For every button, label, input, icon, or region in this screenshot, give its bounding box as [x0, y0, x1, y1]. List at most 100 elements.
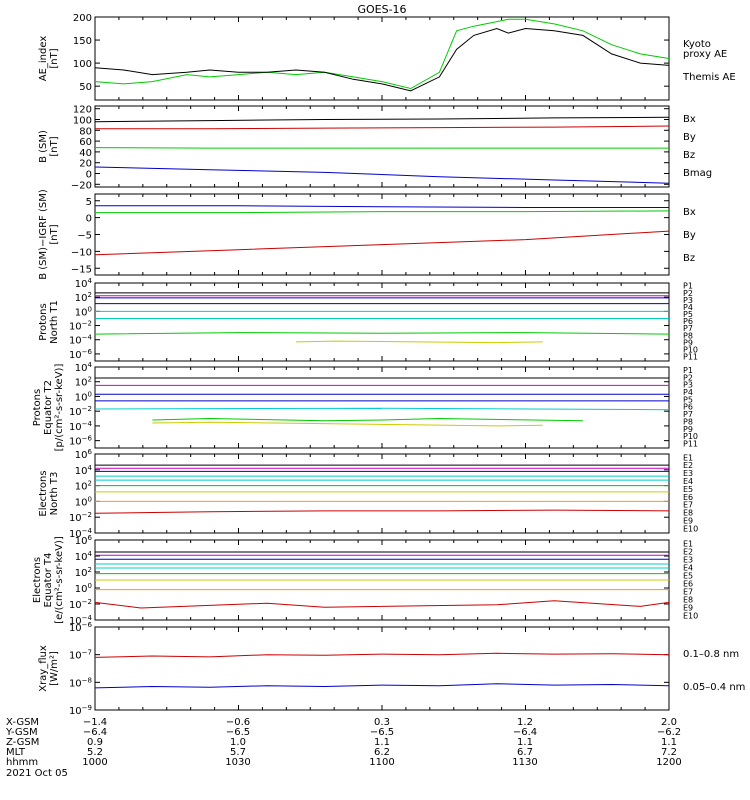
y-tick-label: 106	[75, 534, 93, 547]
series-line-00504nm	[94, 683, 670, 689]
legend-item: proxy AE	[683, 49, 727, 60]
y-tick-label: 102	[75, 291, 92, 304]
y-axis-label: B (SM)−IGRF (SM)	[38, 189, 49, 280]
y-tick-label: 102	[75, 480, 92, 493]
legend-item: E4	[683, 477, 693, 486]
legend-item: P4	[683, 388, 693, 397]
y-axis-label: North T3	[49, 472, 60, 516]
legend-item: P11	[683, 440, 698, 449]
y-tick-label: 10−4	[69, 614, 93, 627]
footer-value: 1100	[369, 757, 394, 768]
panel-8: 10−6 10−7 10−8 10−9 Xray_flux [W/m²] 0.1–0.8 n…	[38, 621, 745, 717]
series-line-themisae	[94, 27, 670, 92]
y-tick-label: 10−2	[69, 320, 92, 333]
legend-item: P11	[683, 353, 698, 362]
panel-frame	[94, 16, 670, 101]
legend-item: P9	[683, 425, 693, 434]
y-tick-label: 40	[79, 148, 92, 159]
panel-frame	[94, 453, 670, 534]
legend-item: P1	[683, 282, 693, 291]
footer-value: 5.2	[87, 747, 103, 758]
y-tick-label: 0	[86, 170, 92, 181]
y-axis-label: [p/(cm²-s-sr-keV)]	[54, 364, 65, 452]
legend-item: P10	[683, 345, 698, 354]
footer-row-label: hhmm	[6, 757, 38, 768]
y-tick-label: 10−8	[69, 676, 92, 689]
legend-item: P6	[683, 317, 693, 326]
y-axis-label: Protons	[38, 303, 49, 340]
legend-item: By	[683, 230, 696, 241]
legend-item: Bz	[683, 150, 695, 161]
footer-value: 1.2	[517, 717, 533, 728]
legend-item: Bx	[683, 114, 696, 125]
series-line-0108nm	[94, 652, 670, 658]
footer-value: −6.5	[370, 727, 394, 738]
legend-item: P3	[683, 381, 693, 390]
y-tick-label: −10	[71, 247, 92, 258]
y-tick-label: 10−7	[69, 649, 92, 662]
legend-item: P8	[683, 331, 693, 340]
legend-item: P2	[683, 373, 693, 382]
y-tick-label: 50	[79, 82, 92, 93]
footer-row-label: Y-GSM	[5, 727, 38, 738]
y-tick-label: 150	[73, 36, 92, 47]
y-tick-label: 106	[75, 448, 93, 461]
legend-item: 0.1–0.8 nm	[683, 649, 739, 660]
legend-item: E6	[683, 579, 693, 588]
panel-3: 5 0 −5 −10 −15 B (SM)−IGRF (SM) [nT] Bx By Bz	[38, 189, 696, 280]
footer-value: 1.0	[230, 737, 246, 748]
y-tick-label: 100	[75, 305, 92, 318]
legend-item: Themis AE	[682, 72, 736, 83]
footer-value: 1.1	[661, 737, 677, 748]
footer-value: −6.4	[513, 727, 537, 738]
legend-item: P10	[683, 432, 698, 441]
series-line-bz	[95, 125, 670, 130]
series-line-p5	[94, 407, 670, 411]
chart-title: GOES-16	[357, 3, 406, 16]
y-tick-label: 102	[75, 376, 92, 389]
footer-row-label: MLT	[6, 747, 26, 758]
legend-item: E7	[683, 501, 693, 510]
footer-value: 1.1	[517, 737, 533, 748]
legend-item: E5	[683, 571, 693, 580]
y-axis-label: [nT]	[49, 136, 60, 156]
footer-value: −1.4	[83, 717, 107, 728]
legend-item: P9	[683, 338, 693, 347]
legend-item: E6	[683, 493, 693, 502]
y-axis-label: Protons	[32, 389, 43, 426]
legend-item: By	[683, 132, 696, 143]
series-line-e9	[94, 600, 670, 609]
y-axis-label: Equator T2	[43, 380, 54, 435]
footer-value: −6.4	[83, 727, 107, 738]
y-axis-label: Electrons	[32, 557, 43, 603]
legend-item: E10	[683, 524, 698, 533]
y-axis-label: Electrons	[38, 470, 49, 516]
series-line-kyotoproxyae	[94, 18, 670, 90]
y-tick-label: 120	[73, 105, 92, 116]
footer-value: 5.7	[230, 747, 246, 758]
legend-item: P4	[683, 303, 693, 312]
legend-item: P3	[683, 296, 693, 305]
footer-value: 6.2	[374, 747, 390, 758]
legend-item: Bz	[683, 253, 695, 264]
y-tick-label: 0	[86, 214, 92, 225]
panel-7: 106 104 102 100 10−2 10−4 Electrons Equator T4[…	[32, 534, 698, 627]
legend-item: E1	[683, 453, 693, 462]
y-tick-label: 104	[75, 550, 93, 563]
legend-item: E3	[683, 469, 693, 478]
legend-item: E2	[683, 547, 693, 556]
series-line-e9	[94, 509, 670, 514]
footer-value: 1.1	[374, 737, 390, 748]
legend-item: E8	[683, 509, 693, 518]
legend-item: E2	[683, 461, 693, 470]
footer-value: 6.7	[517, 747, 533, 758]
series-line-p7	[152, 421, 543, 427]
footer-value: 2.0	[661, 717, 677, 728]
legend: Bx By Bz Bmag	[683, 114, 712, 179]
y-axis-label: [e/(cm²-s-sr-keV)]	[54, 536, 65, 624]
y-axis-label: Xray_flux	[38, 645, 49, 692]
y-tick-label: 200	[73, 13, 92, 24]
